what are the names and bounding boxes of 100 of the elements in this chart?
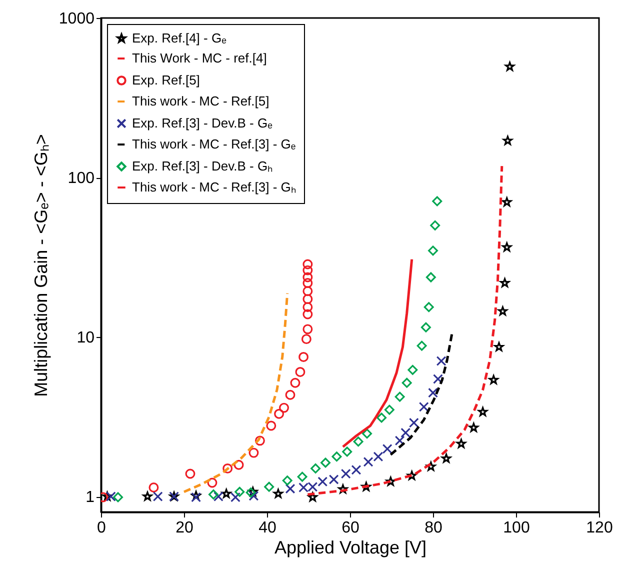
point [394, 392, 405, 402]
point [230, 492, 240, 502]
point [310, 463, 321, 474]
line-series [182, 292, 289, 494]
point [222, 488, 232, 498]
legend-label: Exp. Ref.[3] - Dev.B - Gₕ [132, 158, 273, 174]
point [384, 404, 394, 415]
x-tick-label: 60 [342, 520, 360, 536]
point [222, 463, 233, 474]
point [282, 476, 292, 486]
point [386, 476, 396, 486]
point [302, 309, 313, 320]
point [266, 420, 276, 431]
point [295, 366, 306, 377]
point [264, 482, 274, 492]
point [113, 492, 123, 502]
point [248, 448, 259, 458]
point [394, 436, 405, 446]
point [428, 388, 438, 398]
point [432, 374, 443, 384]
point [494, 342, 504, 352]
point [213, 492, 224, 502]
point [382, 444, 392, 454]
legend-label: Exp. Ref.[3] - Dev.B - Gₑ [132, 116, 273, 130]
point [152, 492, 163, 502]
point [102, 492, 112, 501]
point [342, 446, 352, 457]
x-tick-label: 0 [97, 520, 106, 536]
point [302, 278, 313, 288]
point [376, 412, 387, 423]
point [408, 418, 419, 428]
y-tick-label: 1000 [58, 10, 95, 28]
point [420, 322, 431, 332]
point [340, 468, 351, 479]
legend-label: This work - MC - Ref.[3] - Gₕ [132, 180, 296, 194]
point [234, 486, 245, 497]
point [502, 136, 512, 145]
point [298, 352, 309, 362]
x-tick-label: 80 [424, 520, 442, 536]
point [148, 482, 159, 492]
point [416, 340, 427, 351]
point [402, 378, 412, 388]
point [248, 490, 259, 501]
point [106, 492, 116, 502]
y-tick-label: 10 [76, 330, 95, 347]
point [302, 272, 313, 282]
y-tick-label: 100 [68, 170, 95, 188]
point [502, 197, 512, 206]
x-tick-label: 20 [176, 520, 194, 536]
point [301, 334, 312, 344]
legend-label: This work - MC - Ref.[3] - Gₑ [132, 136, 296, 152]
x-tick-label: 100 [503, 520, 530, 536]
point [468, 422, 478, 432]
point [279, 402, 289, 413]
point [285, 484, 296, 494]
x-axis-title: Applied Voltage [V] [274, 538, 427, 558]
point [373, 452, 384, 462]
point [428, 246, 438, 256]
point [308, 492, 318, 502]
point [207, 478, 218, 488]
point [418, 402, 429, 412]
point [302, 294, 313, 304]
point [432, 196, 442, 206]
point [407, 470, 417, 480]
point [302, 302, 313, 312]
y-tick-label: 1 [86, 489, 95, 506]
point [478, 406, 488, 416]
point [430, 220, 440, 230]
point [274, 408, 284, 419]
point [208, 490, 218, 500]
point [424, 302, 434, 312]
legend-label: This work - MC - Ref.[5] [132, 94, 270, 108]
point [351, 464, 362, 475]
y-axis-title: Multiplication Gain - <Gₑ> - <Gₕ> [30, 134, 51, 397]
point [408, 364, 418, 375]
point [361, 482, 371, 492]
point [273, 488, 283, 498]
point [338, 484, 348, 494]
point [426, 462, 436, 471]
point [254, 436, 265, 446]
point [436, 356, 446, 366]
point [442, 454, 452, 463]
point [332, 452, 342, 462]
legend-label: Exp. Ref.[4] - Gₑ [132, 30, 227, 46]
point [353, 436, 364, 447]
x-tick-label: 40 [258, 520, 276, 536]
point [297, 472, 308, 482]
point [363, 456, 374, 467]
point [362, 428, 372, 439]
point [285, 390, 296, 400]
x-tick-label: 120 [586, 520, 613, 536]
point [500, 278, 510, 288]
point [400, 428, 411, 438]
point [246, 488, 256, 498]
point [302, 324, 313, 334]
point [290, 378, 300, 388]
point [248, 486, 258, 496]
point [302, 286, 313, 296]
legend-label: Exp. Ref.[5] [132, 72, 200, 88]
point [142, 492, 152, 501]
